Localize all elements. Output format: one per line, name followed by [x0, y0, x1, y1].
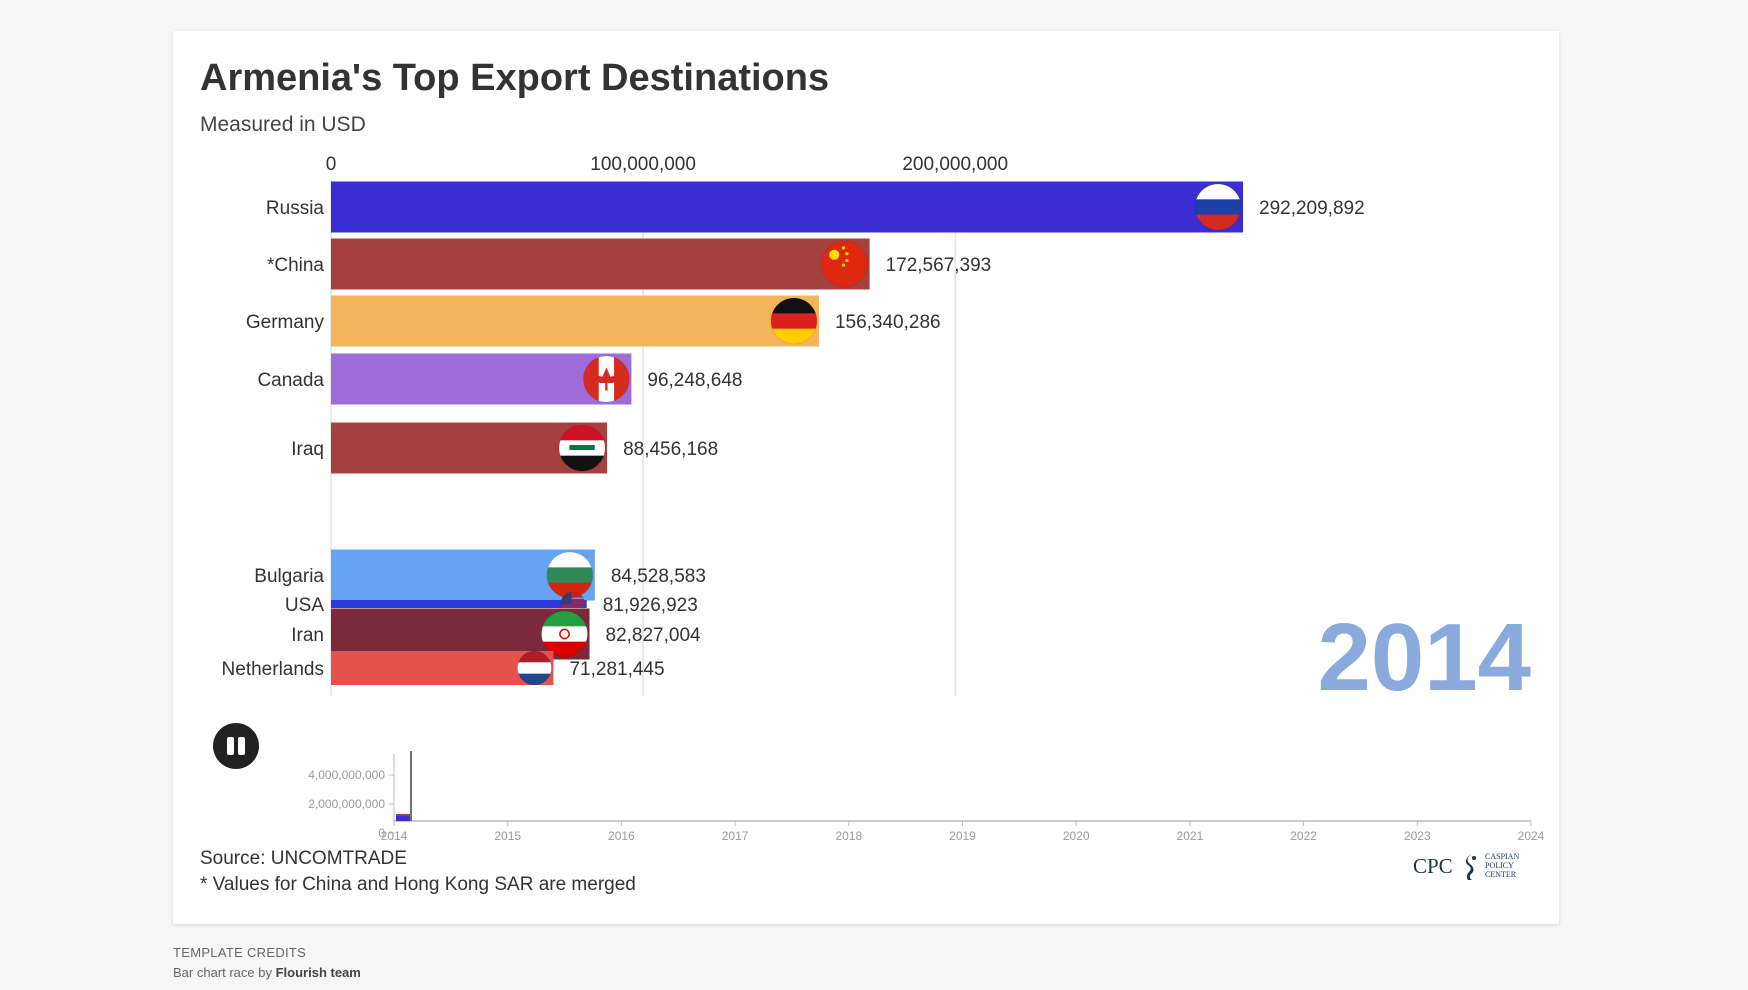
value-label: 292,209,892	[1259, 198, 1365, 219]
value-label: 81,926,923	[603, 595, 698, 616]
pause-button[interactable]	[213, 723, 259, 769]
category-label: Bulgaria	[254, 566, 324, 587]
timeline-progress-bar	[396, 816, 410, 821]
bar-usa	[331, 600, 587, 608]
category-label: USA	[285, 595, 324, 616]
value-label: 84,528,583	[611, 566, 706, 587]
logo-subtext: CASPIAN POLICY CENTER	[1485, 852, 1520, 879]
bulgaria-flag-icon	[546, 551, 594, 599]
category-label: Iran	[291, 625, 324, 646]
cpc-logo: CPC CASPIAN POLICY CENTER	[1413, 848, 1533, 888]
bar-netherlands	[331, 651, 554, 685]
credits-caption: TEMPLATE CREDITS	[173, 945, 307, 960]
category-label: Russia	[266, 198, 325, 219]
value-label: 71,281,445	[569, 659, 664, 680]
value-label: 82,827,004	[606, 625, 702, 646]
category-label: *China	[267, 255, 324, 276]
timeline-y-label: 0	[378, 826, 385, 840]
timeline-x-label: 2020	[1063, 829, 1090, 841]
category-label: Netherlands	[222, 659, 324, 680]
source-line: Source: UNCOMTRADE	[200, 848, 407, 869]
timeline-y-label: 2,000,000,000	[308, 797, 385, 811]
source-note: Source: UNCOMTRADE * Values for China an…	[200, 846, 636, 898]
timeline-x-label: 2024	[1518, 829, 1545, 841]
netherlands-flag-icon	[516, 650, 552, 686]
pause-icon	[227, 737, 234, 755]
bar-germany	[331, 295, 819, 347]
timeline-x-label: 2023	[1404, 829, 1431, 841]
x-tick-label: 100,000,000	[590, 154, 696, 175]
logo-mark-icon	[1465, 854, 1476, 880]
timeline-x-label: 2017	[722, 829, 749, 841]
x-tick-label: 0	[326, 154, 337, 175]
x-tick-label: 200,000,000	[902, 154, 1008, 175]
value-label: 96,248,648	[647, 370, 742, 391]
template-credits: TEMPLATE CREDITS Bar chart race by Flour…	[173, 943, 361, 983]
bar-chart-race: 0 100,000,000 200,000,000 Russia 292,209,89…	[222, 154, 1531, 711]
year-label: 2014	[1317, 604, 1531, 711]
timeline-x-label: 2018	[835, 829, 862, 841]
credits-line: Bar chart race by Flourish team	[173, 965, 361, 980]
bar-canada	[331, 353, 632, 405]
category-label: Germany	[246, 312, 325, 333]
chart-card: Armenia's Top Export Destinations Measur…	[173, 31, 1559, 924]
germany-flag-icon	[770, 297, 818, 345]
timeline-x-label: 2022	[1290, 829, 1317, 841]
chart-subtitle: Measured in USD	[200, 113, 366, 136]
timeline-x-label: 2016	[608, 829, 635, 841]
category-label: Iraq	[291, 439, 324, 460]
china-flag-icon	[821, 240, 869, 288]
timeline-x-label: 2019	[949, 829, 976, 841]
logo-text: CPC	[1413, 854, 1453, 878]
canada-flag-icon	[582, 355, 630, 403]
footnote-line: * Values for China and Hong Kong SAR are…	[200, 874, 636, 895]
credits-author-link[interactable]: Flourish team	[275, 965, 361, 980]
iran-flag-icon	[541, 610, 589, 658]
bar-russia	[331, 181, 1243, 233]
value-label: 156,340,286	[835, 312, 941, 333]
timeline-x-label: 2014	[381, 829, 408, 841]
bar-china	[331, 238, 870, 290]
russia-flag-icon	[1194, 183, 1242, 231]
chart-title: Armenia's Top Export Destinations	[200, 57, 830, 99]
iraq-flag-icon	[558, 424, 606, 472]
timeline-x-label: 2021	[1177, 829, 1204, 841]
value-label: 172,567,393	[886, 255, 992, 276]
timeline-y-label: 4,000,000,000	[308, 768, 385, 782]
value-label: 88,456,168	[623, 439, 718, 460]
timeline-x-label: 2015	[494, 829, 521, 841]
category-label: Canada	[257, 370, 324, 391]
